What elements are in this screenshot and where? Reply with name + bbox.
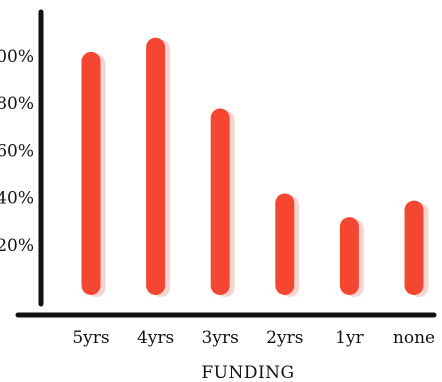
- bar-3yrs: [210, 108, 230, 295]
- x-tick-label: 2yrs: [266, 328, 303, 348]
- x-tick-label: 1yr: [335, 328, 364, 348]
- bar-none: [404, 200, 424, 295]
- bar-1yr: [339, 217, 359, 295]
- y-tick-label: 100%: [0, 47, 34, 67]
- bar-2yrs: [275, 193, 295, 295]
- axes-group: [15, 9, 437, 318]
- bars-group: [81, 37, 429, 297]
- x-tick-label: 5yrs: [72, 328, 109, 348]
- x-tick-label: 4yrs: [137, 328, 174, 348]
- y-ticks-group: 20% 40% 60% 80% 100%: [0, 47, 34, 256]
- bar-5yrs: [81, 51, 101, 295]
- y-tick-label: 20%: [0, 236, 34, 256]
- y-tick-label: 60%: [0, 141, 34, 161]
- x-tick-label: none: [393, 328, 435, 348]
- x-axis-title: FUNDING: [201, 363, 294, 382]
- y-tick-label: 80%: [0, 94, 34, 114]
- x-tick-label: 3yrs: [202, 328, 239, 348]
- x-labels-group: 5yrs 4yrs 3yrs 2yrs 1yr none: [72, 328, 435, 348]
- y-tick-label: 40%: [0, 189, 34, 209]
- bar-4yrs: [146, 37, 166, 295]
